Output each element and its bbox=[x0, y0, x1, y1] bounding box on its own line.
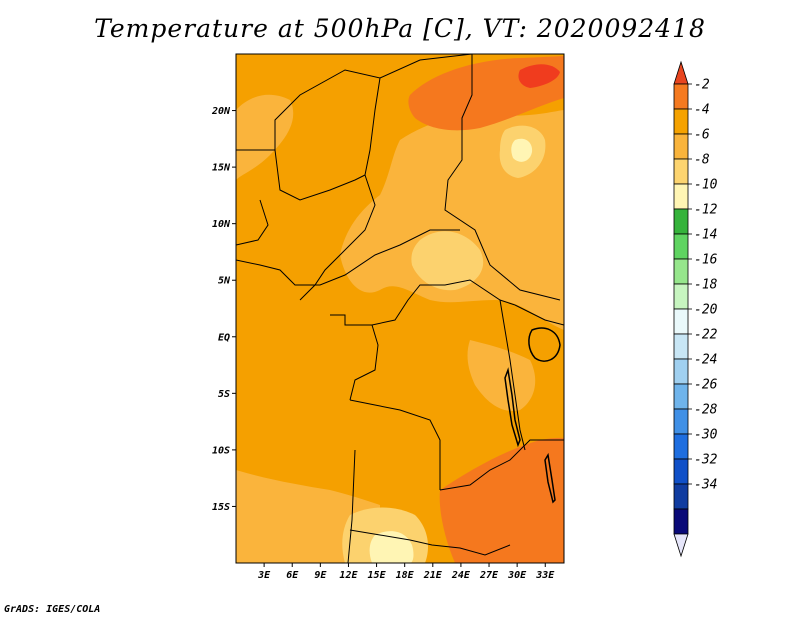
colorbar-box bbox=[673, 458, 689, 485]
colorbar-box bbox=[673, 283, 689, 310]
lake-malawi bbox=[544, 452, 556, 504]
colorbar-top-arrow bbox=[673, 60, 689, 85]
field-band-hot-ne bbox=[518, 64, 560, 88]
colorbar: -2 -4 -6 -8 -10 -12 -14 -16 -18 -20 -22 -24 -26 -28 -3… bbox=[673, 60, 718, 558]
colorbar-box bbox=[673, 358, 689, 385]
colorbar-label: -32 bbox=[694, 453, 718, 468]
colorbar-box bbox=[673, 133, 689, 160]
colorbar-box bbox=[673, 483, 689, 510]
colorbar-label: -28 bbox=[694, 403, 718, 418]
colorbar-box bbox=[673, 183, 689, 210]
lon-tick-label: 3E bbox=[257, 570, 271, 581]
lon-tick-label: 24E bbox=[451, 570, 471, 581]
map-frame bbox=[235, 53, 565, 564]
lake-outlines bbox=[504, 327, 561, 504]
lon-tick-label: 12E bbox=[339, 570, 358, 581]
lat-tick-label: 5S bbox=[218, 389, 230, 400]
lat-tick-label: 15S bbox=[212, 502, 230, 513]
colorbar-label: -34 bbox=[694, 478, 717, 493]
lake-tanganyika bbox=[504, 367, 521, 448]
colorbar-label: -2 bbox=[694, 78, 710, 93]
temperature-field bbox=[236, 54, 564, 563]
colorbar-label: -26 bbox=[694, 378, 718, 393]
lat-tick-label: 15N bbox=[212, 163, 231, 174]
colorbar-label: -10 bbox=[694, 178, 718, 193]
colorbar-bottom-arrow bbox=[673, 533, 689, 558]
lon-tick-label: 9E bbox=[314, 570, 327, 581]
colorbar-label: -16 bbox=[694, 253, 718, 268]
colorbar-label: -30 bbox=[694, 428, 718, 443]
lon-tick-label: 6E bbox=[286, 570, 299, 581]
lon-tick-label: 15E bbox=[368, 570, 387, 581]
colorbar-box bbox=[673, 158, 689, 185]
colorbar-label: -20 bbox=[694, 303, 718, 318]
colorbar-label: -4 bbox=[694, 103, 710, 118]
colorbar-box bbox=[673, 508, 689, 535]
field-band-light-east bbox=[467, 340, 536, 411]
colorbar-box bbox=[673, 83, 689, 110]
colorbar-label: -22 bbox=[694, 328, 718, 343]
field-band-pale-center bbox=[411, 231, 484, 291]
lon-tick-label: 21E bbox=[423, 570, 443, 581]
lon-tick-label: 30E bbox=[507, 570, 527, 581]
colorbar-box bbox=[673, 233, 689, 260]
colorbar-box bbox=[673, 108, 689, 135]
colorbar-box bbox=[673, 433, 689, 460]
lake-victoria bbox=[528, 327, 561, 362]
lat-tick-label: 20N bbox=[211, 106, 231, 117]
lat-tick-label: 10S bbox=[212, 445, 230, 456]
lon-tick-label: 27E bbox=[479, 570, 499, 581]
field-band-warm-se bbox=[439, 437, 564, 563]
latitude-axis: 20N 15N 10N 5N EQ 5S 10S 15S bbox=[211, 106, 236, 513]
country-borders bbox=[236, 54, 564, 563]
colorbar-label: -12 bbox=[694, 203, 718, 218]
lat-tick-label: 10N bbox=[212, 219, 231, 230]
colorbar-label: -18 bbox=[694, 278, 718, 293]
lon-tick-label: 33E bbox=[535, 570, 555, 581]
lon-tick-label: 18E bbox=[396, 570, 415, 581]
lat-tick-label: EQ bbox=[218, 332, 230, 343]
lat-tick-label: 5N bbox=[218, 276, 231, 287]
longitude-axis: 3E 6E 9E 12E 15E 18E 21E 24E 27E 30E 33E bbox=[257, 563, 555, 581]
colorbar-box bbox=[673, 408, 689, 435]
colorbar-label: -8 bbox=[694, 153, 710, 168]
colorbar-label: -24 bbox=[694, 353, 717, 368]
grads-credit: GrADS: IGES/COLA bbox=[4, 604, 101, 615]
colorbar-box bbox=[673, 308, 689, 335]
chart-title: Temperature at 500hPa [C], VT: 202009241… bbox=[94, 14, 706, 43]
colorbar-box bbox=[673, 208, 689, 235]
field-band-palest-north bbox=[511, 138, 533, 162]
colorbar-label: -14 bbox=[694, 228, 717, 243]
colorbar-box bbox=[673, 333, 689, 360]
colorbar-box bbox=[673, 258, 689, 285]
colorbar-box bbox=[673, 383, 689, 410]
colorbar-label: -6 bbox=[694, 128, 710, 143]
